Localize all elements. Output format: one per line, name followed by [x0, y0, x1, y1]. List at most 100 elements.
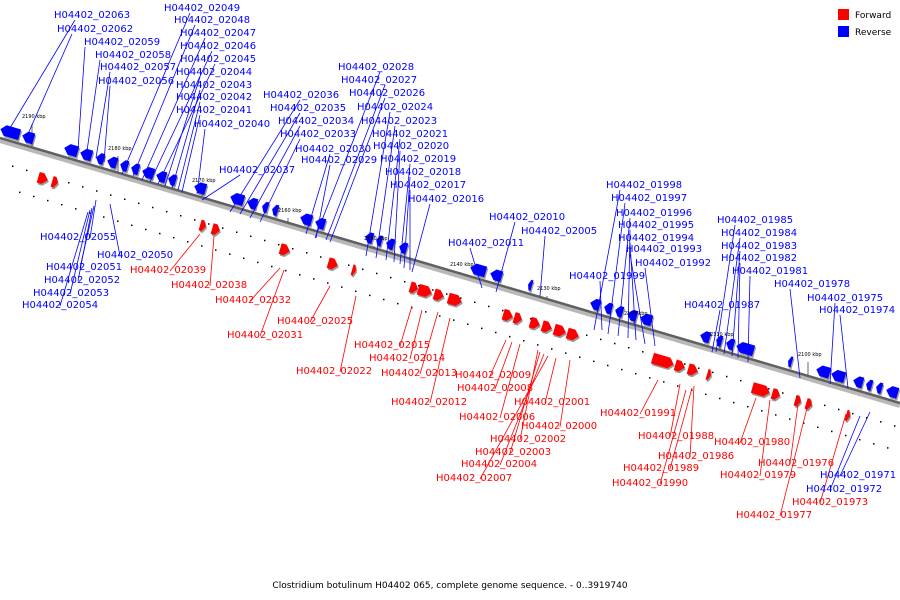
reverse-top-leader [607, 202, 626, 335]
reverse-top-label: H04402_02037 [219, 165, 295, 176]
forward-leader [489, 339, 507, 377]
reverse-bottom-leader [109, 203, 121, 257]
reverse-gene [736, 341, 757, 359]
reverse-bottom-label: H04402_02055 [40, 232, 116, 243]
forward-label: H04402_01991 [600, 408, 676, 419]
minor-mark [166, 210, 168, 213]
reverse-top-label: H04402_01975 [807, 293, 883, 304]
reverse-top-leader [723, 237, 741, 355]
forward-label: H04402_01986 [658, 451, 734, 462]
reverse-top-label: H04402_02016 [408, 194, 484, 205]
minor-mark [887, 447, 889, 449]
minor-mark [761, 410, 763, 412]
reverse-bottom-label: H04402_02052 [44, 275, 120, 286]
scale-label: 2120 kbp [624, 311, 648, 317]
forward-gene [552, 323, 567, 339]
forward-gene [416, 283, 433, 299]
reverse-top-leader [839, 314, 849, 389]
reverse-top-label: H04402_02020 [373, 141, 449, 152]
reverse-top-label: H04402_01981 [732, 266, 808, 277]
reverse-bottom-label: H04402_02051 [46, 262, 122, 273]
reverse-bottom-label: H04402_02050 [97, 250, 173, 261]
reverse-top-leader [393, 150, 401, 263]
forward-gene [210, 223, 221, 237]
forward-label: H04402_01973 [792, 497, 868, 508]
minor-mark [152, 206, 154, 209]
minor-mark [187, 241, 189, 243]
minor-mark [677, 385, 679, 387]
reverse-top-label: H04402_02018 [385, 167, 461, 178]
reverse-top-label: H04402_01984 [721, 228, 797, 239]
reverse-gene [866, 379, 875, 393]
map-caption: Clostridium botulinum H04402 065, comple… [272, 581, 627, 591]
minor-mark [61, 203, 63, 206]
reverse-top-leader [599, 280, 603, 331]
reverse-top-label: H04402_02028 [338, 62, 414, 73]
minor-mark [33, 195, 35, 198]
reverse-top-leader [411, 203, 431, 273]
reverse-top-leader [644, 267, 656, 347]
minor-mark [159, 232, 161, 235]
feature-layer [0, 125, 900, 423]
minor-mark [635, 372, 637, 375]
reverse-top-label: H04402_02035 [270, 103, 346, 114]
reverse-top-label: H04402_01995 [618, 220, 694, 231]
minor-mark [432, 289, 434, 291]
scale-label: 2100 kbp [798, 352, 822, 358]
minor-mark [327, 282, 329, 284]
minor-mark [663, 381, 665, 383]
label-layer: 2190 kbp 2180 kbp 2170 kbp 2160 kbp 2150 kbp… [22, 3, 896, 521]
minor-mark [278, 243, 280, 246]
minor-mark [467, 323, 469, 326]
forward-leader [639, 379, 659, 415]
reverse-bottom-leader [77, 207, 93, 282]
reverse-top-leader [314, 71, 381, 239]
minor-mark [292, 247, 294, 250]
minor-mark [446, 293, 448, 295]
minor-mark [768, 388, 770, 390]
reverse-top-label: H04402_02023 [361, 116, 437, 127]
forward-leader [669, 383, 681, 438]
minor-mark [894, 425, 896, 427]
forward-gene [326, 257, 339, 272]
minor-mark [180, 215, 182, 217]
forward-leader [259, 269, 285, 337]
forward-label: H04402_02025 [277, 316, 353, 327]
forward-gene [528, 316, 541, 331]
minor-mark [705, 393, 707, 396]
reverse-bottom-leader [839, 411, 871, 477]
minor-mark [747, 405, 749, 408]
minor-mark [453, 319, 455, 321]
forward-gene [673, 359, 686, 374]
reverse-top-leader [715, 224, 736, 353]
backbone-line [0, 136, 900, 405]
reverse-top-label: H04402_02044 [176, 67, 252, 78]
minor-mark [124, 198, 126, 201]
reverse-top-label: H04402_01985 [717, 215, 793, 226]
minor-mark [383, 298, 385, 301]
reverse-top-leader [375, 125, 396, 259]
reverse-top-leader [201, 174, 241, 201]
reverse-top-label: H04402_01998 [606, 180, 682, 191]
reverse-gene [831, 369, 848, 385]
minor-mark [866, 416, 868, 419]
reverse-top-label: H04402_02046 [180, 41, 256, 52]
forward-gene [501, 308, 514, 323]
minor-mark [838, 408, 840, 411]
minor-mark [649, 377, 651, 379]
minor-mark [26, 169, 28, 172]
minor-mark [684, 363, 686, 365]
minor-mark [103, 216, 105, 218]
forward-label: H04402_02006 [459, 412, 535, 423]
minor-mark [712, 371, 714, 374]
minor-mark [68, 182, 70, 184]
reverse-gene [272, 204, 281, 218]
reverse-gene [876, 382, 885, 396]
scale-label: 2190 kbp [22, 114, 46, 120]
minor-mark [460, 297, 462, 299]
minor-mark [404, 280, 406, 283]
minor-mark [607, 364, 609, 367]
reverse-bottom-leader [829, 415, 861, 491]
reverse-bottom-leader [89, 199, 97, 239]
forward-label: H04402_01976 [758, 458, 834, 469]
